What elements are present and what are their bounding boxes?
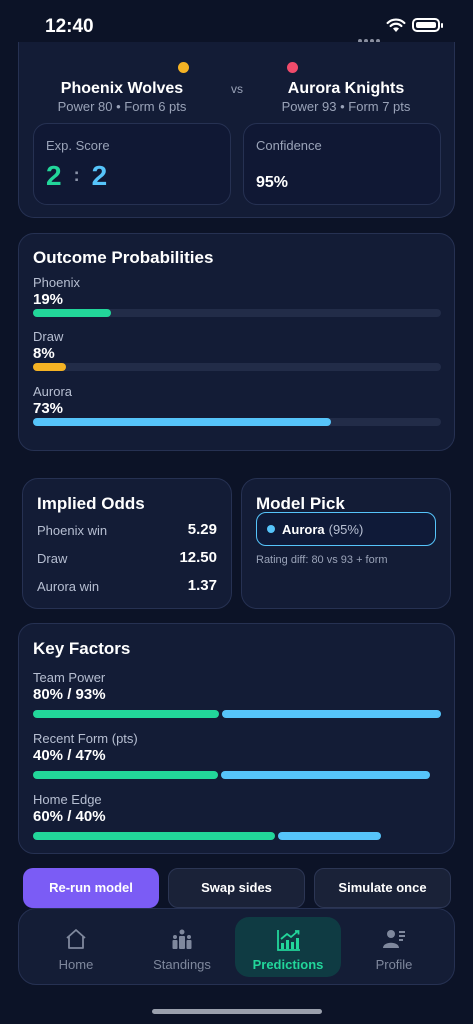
factor-label-power: Team Power	[33, 670, 106, 685]
wifi-icon	[386, 18, 406, 32]
outcome-value-draw: 8%	[33, 345, 55, 362]
tab-predictions[interactable]: Predictions	[235, 917, 341, 977]
factor-value-form: 40% / 47%	[33, 747, 106, 764]
odds-row-aurora: Aurora win 1.37	[37, 577, 217, 594]
key-factors-title: Key Factors	[33, 639, 131, 658]
factor-label-form: Recent Form (pts)	[33, 731, 138, 746]
implied-odds-title: Implied Odds	[37, 494, 145, 513]
outcome-fill-aurora	[33, 418, 331, 426]
model-pick-badge[interactable]: Aurora (95%)	[256, 512, 436, 546]
away-team-meta: Power 93 • Form 7 pts	[281, 99, 411, 114]
match-card: Phoenix Wolves Power 80 • Form 6 pts vs …	[18, 42, 455, 218]
factor-bar-form-home	[33, 771, 218, 779]
expected-score-home: 2	[46, 160, 62, 191]
battery-icon	[412, 18, 443, 32]
expected-score: 2:2	[46, 160, 107, 192]
tab-home[interactable]: Home	[23, 917, 129, 977]
predictions-icon	[277, 930, 300, 951]
outcome-fill-phoenix	[33, 309, 111, 317]
model-pick-note: Rating diff: 80 vs 93 + form	[256, 554, 388, 566]
tab-home-label: Home	[58, 957, 94, 972]
home-indicator	[152, 1009, 322, 1014]
confidence-value: 95%	[256, 174, 289, 191]
model-pick-dot	[267, 525, 275, 533]
outcome-label-phoenix: Phoenix	[33, 275, 80, 290]
status-bar: 12:40	[0, 0, 473, 52]
home-team-meta: Power 80 • Form 6 pts	[57, 99, 187, 114]
tab-predictions-label: Predictions	[252, 957, 324, 972]
outcome-label-aurora: Aurora	[33, 384, 73, 399]
simulate-once-button[interactable]: Simulate once	[314, 868, 451, 908]
confidence-label: Confidence	[256, 138, 322, 153]
outcome-value-aurora: 73%	[33, 400, 64, 417]
tab-profile[interactable]: Profile	[341, 917, 447, 977]
model-pick-card: Model Pick Aurora (95%) Rating diff: 80 v…	[241, 478, 451, 609]
outcome-title: Outcome Probabilities	[33, 248, 214, 267]
odds-row-draw: Draw 12.50	[37, 549, 217, 566]
tab-profile-label: Profile	[375, 957, 413, 972]
model-pick-pct: (95%)	[328, 522, 364, 537]
tab-standings[interactable]: Standings	[129, 917, 235, 977]
profile-icon	[383, 930, 405, 948]
implied-odds-card: Implied Odds Phoenix win 5.29 Draw 12.50…	[22, 478, 232, 609]
model-pick-team-name: Aurora	[282, 522, 325, 537]
confidence-box: Confidence 95%	[243, 123, 441, 205]
signal-icon	[358, 30, 382, 48]
vs-label: vs	[231, 82, 243, 96]
outcome-label-draw: Draw	[33, 329, 64, 344]
away-team-color-dot	[287, 62, 298, 73]
tab-standings-label: Standings	[153, 957, 211, 972]
factor-value-home-edge: 60% / 40%	[33, 808, 106, 825]
expected-score-separator: :	[73, 165, 80, 185]
factor-bar-power-away	[222, 710, 441, 718]
odds-value-aurora: 1.37	[187, 577, 217, 594]
outcome-bar-aurora	[33, 418, 441, 426]
outcome-probabilities-card: Outcome Probabilities Phoenix 19% Draw 8…	[18, 233, 455, 451]
expected-score-box: Exp. Score 2:2	[33, 123, 231, 205]
odds-label-draw: Draw	[37, 551, 68, 566]
odds-row-phoenix: Phoenix win 5.29	[37, 521, 217, 538]
rerun-model-button[interactable]: Re-run model	[23, 868, 159, 908]
factor-bar-form-away	[221, 771, 430, 779]
factor-label-home-edge: Home Edge	[33, 792, 102, 807]
factor-bar-home-edge-away	[278, 832, 381, 840]
key-factors-card: Key Factors Team Power 80% / 93% Recent …	[18, 623, 455, 854]
factor-bar-home-edge-home	[33, 832, 275, 840]
bottom-tab-bar: Home Standings Predictions Profile	[18, 908, 455, 985]
away-team-name: Aurora Knights	[287, 80, 405, 97]
outcome-value-phoenix: 19%	[33, 291, 64, 308]
outcome-bar-draw	[33, 363, 441, 371]
odds-label-phoenix: Phoenix win	[37, 523, 108, 538]
status-time: 12:40	[45, 16, 94, 37]
factor-bar-power-home	[33, 710, 219, 718]
odds-value-phoenix: 5.29	[187, 521, 217, 538]
outcome-bar-phoenix	[33, 309, 441, 317]
model-pick-title: Model Pick	[256, 494, 345, 513]
outcome-fill-draw	[33, 363, 66, 371]
home-icon	[66, 929, 86, 949]
swap-sides-button[interactable]: Swap sides	[168, 868, 305, 908]
model-pick-team: Aurora (95%)	[282, 522, 363, 537]
standings-icon	[172, 929, 192, 949]
factor-value-power: 80% / 93%	[33, 686, 106, 703]
home-team-color-dot	[178, 62, 189, 73]
expected-score-label: Exp. Score	[46, 138, 110, 153]
odds-label-aurora: Aurora win	[37, 579, 100, 594]
expected-score-away: 2	[91, 160, 108, 191]
odds-value-draw: 12.50	[179, 549, 217, 566]
home-team-name: Phoenix Wolves	[60, 80, 184, 97]
